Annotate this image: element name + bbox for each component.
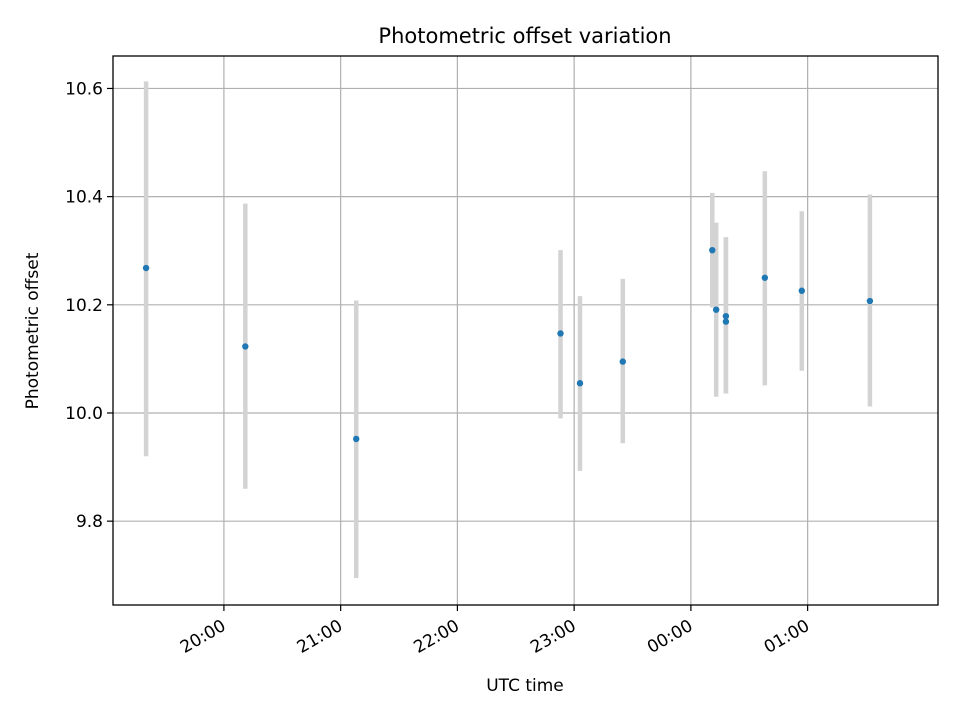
data-point [576, 380, 584, 387]
y-tick-label: 10.0 [65, 404, 103, 424]
data-point [142, 264, 150, 272]
data-point [712, 306, 720, 313]
y-axis-ticks: 9.8 10.0 10.2 10.4 10.6 [65, 79, 113, 532]
x-axis-label: UTC time [486, 676, 564, 696]
data-point [722, 318, 730, 325]
data-points [142, 246, 874, 443]
y-axis-label: Photometric offset [23, 252, 43, 409]
grid-lines [113, 56, 938, 605]
y-tick-label: 10.6 [65, 79, 103, 99]
data-point [709, 246, 716, 254]
data-point [761, 274, 769, 281]
data-point [353, 435, 360, 443]
data-point [557, 330, 564, 337]
chart-title: Photometric offset variation [378, 24, 671, 48]
data-point [242, 343, 249, 350]
data-point [619, 358, 626, 365]
data-point [866, 297, 874, 305]
data-point [798, 287, 805, 294]
plot-frame [112, 55, 939, 606]
y-tick-label: 9.8 [76, 512, 103, 532]
y-tick-label: 10.2 [65, 296, 103, 316]
data-point [722, 312, 730, 320]
y-tick-label: 10.4 [65, 188, 103, 208]
